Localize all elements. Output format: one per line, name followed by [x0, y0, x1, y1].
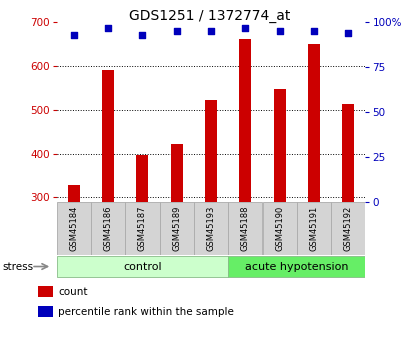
Point [208, 29, 215, 34]
Text: GSM45187: GSM45187 [138, 206, 147, 251]
Point [71, 32, 77, 38]
Bar [205, 100, 217, 202]
Bar [171, 144, 183, 202]
Bar [102, 70, 114, 202]
Text: GSM45192: GSM45192 [344, 206, 353, 251]
Point [173, 29, 180, 34]
FancyBboxPatch shape [91, 202, 125, 255]
Bar [308, 44, 320, 202]
FancyBboxPatch shape [228, 202, 262, 255]
Point [139, 32, 146, 38]
FancyBboxPatch shape [57, 202, 91, 255]
Text: GSM45190: GSM45190 [275, 206, 284, 251]
Text: GDS1251 / 1372774_at: GDS1251 / 1372774_at [129, 9, 291, 23]
FancyBboxPatch shape [125, 202, 160, 255]
Text: acute hypotension: acute hypotension [245, 262, 349, 272]
FancyBboxPatch shape [160, 202, 194, 255]
FancyBboxPatch shape [262, 202, 297, 255]
Bar [38, 306, 53, 317]
Text: control: control [123, 262, 162, 272]
Bar [68, 185, 80, 202]
Bar [274, 89, 286, 202]
Text: GSM45188: GSM45188 [241, 206, 250, 251]
Bar [136, 155, 148, 202]
Text: GSM45191: GSM45191 [310, 206, 318, 251]
FancyBboxPatch shape [331, 202, 365, 255]
FancyBboxPatch shape [57, 256, 228, 277]
FancyBboxPatch shape [228, 256, 365, 277]
FancyBboxPatch shape [194, 202, 228, 255]
Bar [342, 104, 354, 202]
Text: count: count [58, 287, 88, 297]
Text: stress: stress [2, 262, 33, 272]
Point [345, 30, 352, 36]
Text: GSM45186: GSM45186 [104, 206, 113, 251]
Text: GSM45189: GSM45189 [172, 206, 181, 251]
Bar [38, 286, 53, 297]
Point [242, 25, 249, 31]
Text: percentile rank within the sample: percentile rank within the sample [58, 307, 234, 317]
Bar [239, 39, 251, 202]
Point [276, 29, 283, 34]
Point [310, 29, 318, 34]
Point [105, 25, 112, 31]
Text: GSM45193: GSM45193 [207, 206, 215, 251]
FancyBboxPatch shape [297, 202, 331, 255]
Text: GSM45184: GSM45184 [69, 206, 79, 251]
